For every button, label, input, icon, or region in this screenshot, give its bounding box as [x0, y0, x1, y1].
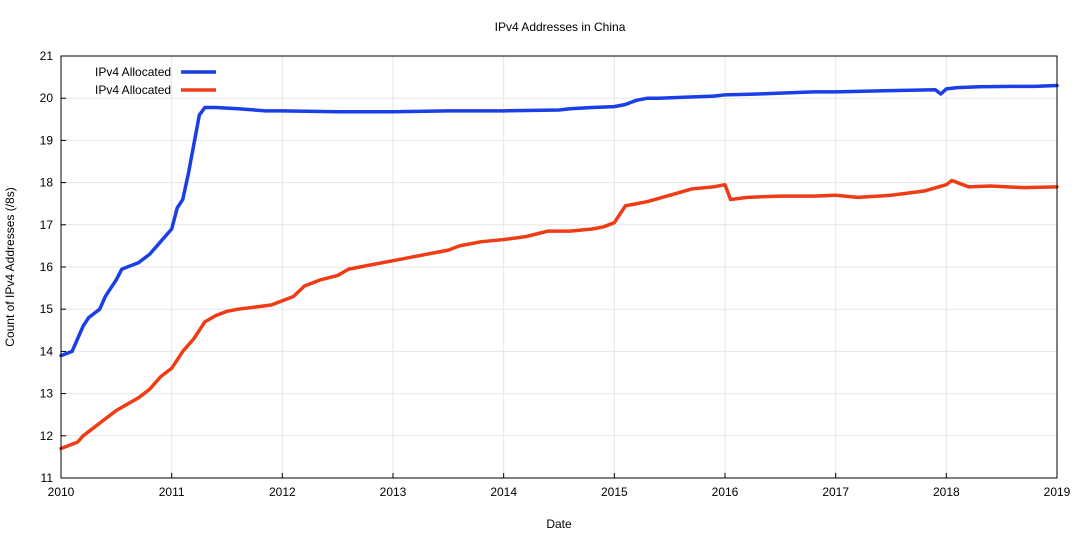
x-tick-label: 2018	[933, 485, 960, 499]
y-tick-label: 11	[41, 471, 54, 485]
x-tick-label: 2016	[712, 485, 739, 499]
series-group	[59, 83, 1059, 451]
series-line-2	[59, 178, 1059, 451]
x-tick-label: 2019	[1044, 485, 1071, 499]
y-axis-ticks: 11 12 13 14 15 16 17 18 19 20 21	[40, 49, 66, 485]
y-tick-label: 13	[40, 387, 54, 401]
y-tick-label: 15	[40, 302, 54, 316]
x-axis-ticks: 2010 2011 2012 2013 2014 2015 2016 2017 2018 2019	[48, 473, 1071, 499]
legend-label-1: IPv4 Allocated	[95, 65, 171, 79]
y-tick-label: 16	[40, 260, 54, 274]
y-tick-label: 17	[40, 218, 54, 232]
x-tick-label: 2011	[159, 485, 185, 499]
y-tick-label: 18	[40, 176, 54, 190]
y-tick-label: 14	[40, 344, 54, 358]
legend-label-2: IPv4 Allocated	[95, 83, 171, 97]
legend: IPv4 Allocated IPv4 Allocated	[95, 65, 216, 97]
y-tick-label: 12	[40, 429, 54, 443]
y-tick-label: 21	[40, 49, 54, 63]
series-line-1	[59, 83, 1059, 358]
x-tick-label: 2015	[601, 485, 628, 499]
y-tick-label: 20	[40, 91, 54, 105]
y-axis-title: Count of IPv4 Addresses (/8s)	[3, 187, 17, 346]
x-axis-title: Date	[546, 517, 572, 531]
y-tick-label: 19	[40, 133, 54, 147]
x-tick-label: 2017	[822, 485, 849, 499]
x-tick-label: 2013	[380, 485, 407, 499]
x-tick-label: 2010	[48, 485, 75, 499]
x-tick-label: 2012	[269, 485, 296, 499]
chart-title: IPv4 Addresses in China	[495, 20, 626, 34]
x-tick-label: 2014	[490, 485, 517, 499]
